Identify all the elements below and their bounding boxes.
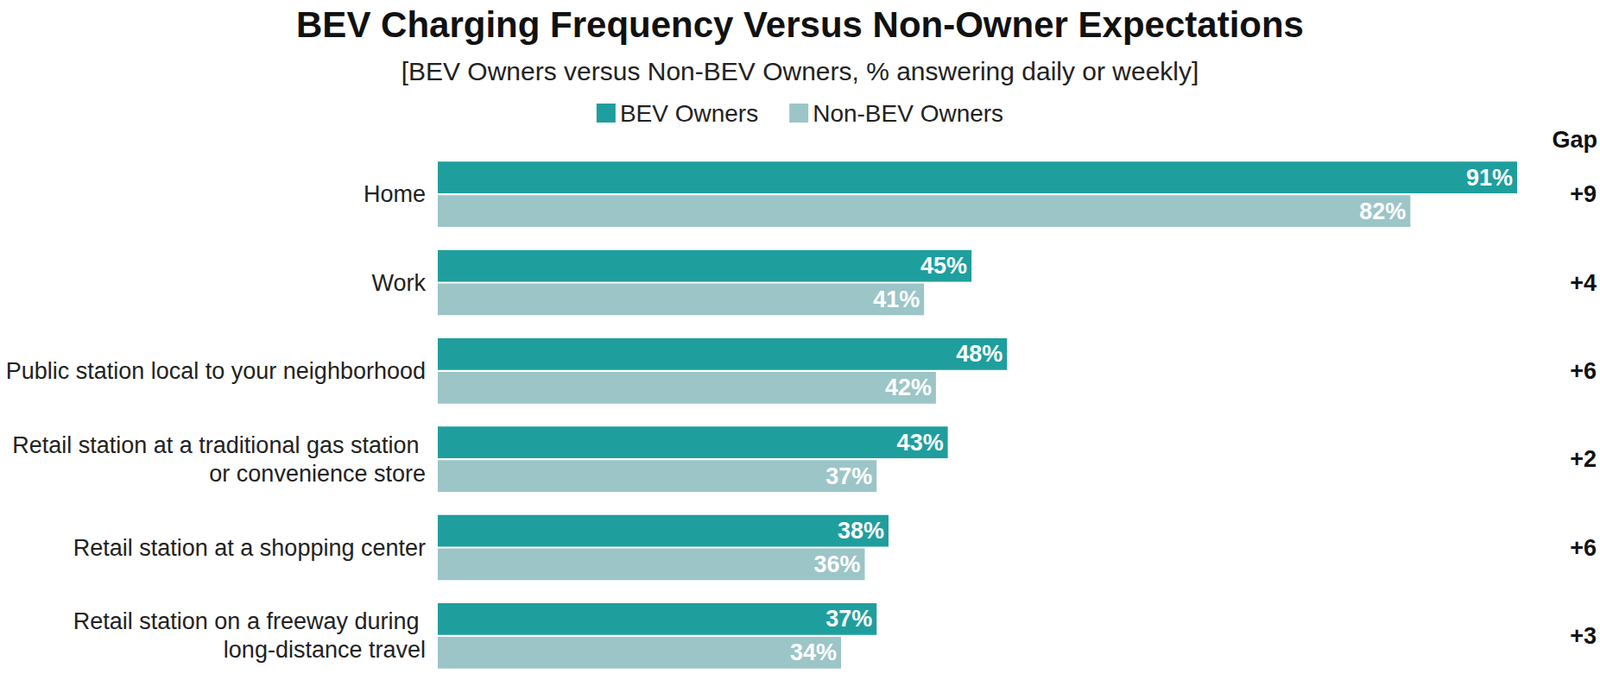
svg-text:91%: 91% (1466, 164, 1513, 191)
svg-text:Gap: Gap (1551, 126, 1598, 153)
svg-text:BEV Charging Frequency Versus: BEV Charging Frequency Versus Non-Owner … (296, 4, 1304, 45)
svg-text:41%: 41% (872, 286, 920, 313)
svg-text:[BEV Owners versus Non-BEV Own: [BEV Owners versus Non-BEV Owners, % ans… (401, 56, 1200, 86)
svg-text:+6: +6 (1569, 358, 1597, 385)
svg-text:Non-BEV Owners: Non-BEV Owners (812, 100, 1004, 127)
svg-text:+6: +6 (1569, 535, 1597, 562)
svg-text:+9: +9 (1569, 181, 1597, 208)
svg-text:BEV Owners: BEV Owners (619, 100, 759, 127)
svg-text:37%: 37% (825, 463, 873, 490)
svg-text:Public station local to your n: Public station local to your neighborhoo… (6, 358, 426, 385)
svg-text:+4: +4 (1569, 270, 1597, 297)
svg-text:43%: 43% (897, 430, 944, 456)
svg-text:Home: Home (363, 181, 426, 208)
svg-text:+2: +2 (1569, 446, 1597, 473)
svg-text:42%: 42% (885, 374, 932, 401)
svg-text:38%: 38% (837, 518, 885, 544)
svg-text:Retail station at a shopping c: Retail station at a shopping center (73, 535, 426, 562)
svg-text:34%: 34% (790, 639, 837, 666)
svg-text:+3: +3 (1569, 623, 1597, 650)
svg-text:Work: Work (371, 270, 426, 297)
svg-text:or convenience store: or convenience store (208, 461, 426, 487)
svg-text:Retail station on a freeway du: Retail station on a freeway during (73, 608, 426, 635)
svg-text:82%: 82% (1359, 198, 1406, 225)
svg-text:long-distance travel: long-distance travel (223, 637, 426, 664)
svg-text:48%: 48% (955, 341, 1003, 367)
svg-text:36%: 36% (813, 551, 861, 578)
svg-text:37%: 37% (825, 606, 873, 633)
svg-text:45%: 45% (920, 252, 968, 279)
svg-text:Retail station at a traditiona: Retail station at a traditional gas stat… (12, 432, 426, 459)
